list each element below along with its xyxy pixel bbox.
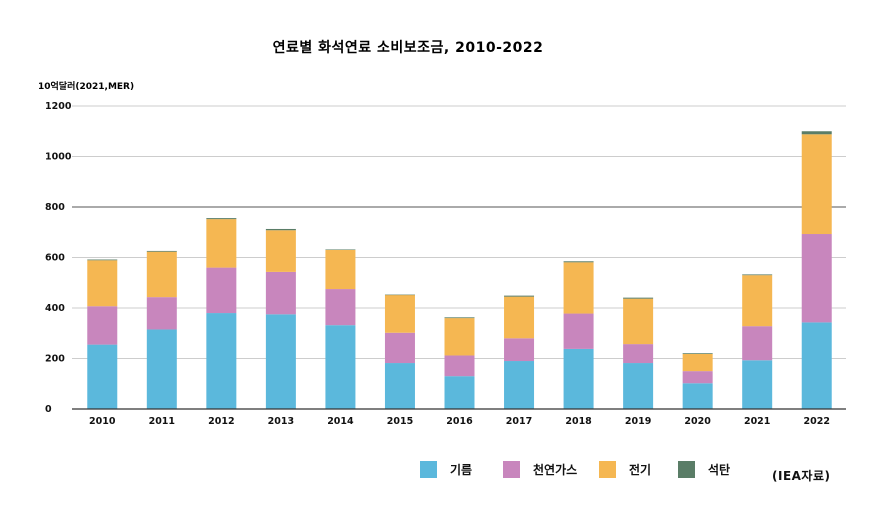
legend-swatch <box>420 461 437 478</box>
bar-segment-2020-3 <box>682 353 713 354</box>
bar-segment-2016-0 <box>444 376 475 409</box>
bar-segment-2020-0 <box>682 383 713 409</box>
bar-segment-2014-3 <box>325 249 356 250</box>
x-axis-ticks: 2010 2011 2012 2013 2014 2015 2016 2017 2018 2019… <box>89 416 830 427</box>
bar-segment-2017-1 <box>504 338 535 362</box>
bar-segment-2013-2 <box>265 230 296 272</box>
x-tick-label: 2022 <box>804 416 830 427</box>
bar-segment-2011-0 <box>146 329 177 409</box>
legend-label: 석탄 <box>708 462 730 477</box>
y-axis-ticks: 0 200 400 600 800 1000 1200 <box>45 101 72 415</box>
bar-segment-2017-2 <box>504 296 535 339</box>
x-tick-label: 2010 <box>89 416 116 427</box>
legend: 기름 천연가스 전기 석탄 <box>420 461 730 478</box>
bar-segment-2013-0 <box>265 314 296 409</box>
y-tick-label: 400 <box>45 303 65 314</box>
y-tick-label: 1000 <box>45 152 72 163</box>
bar-segment-2022-1 <box>801 234 832 323</box>
x-tick-label: 2021 <box>744 416 770 427</box>
bar-segment-2020-1 <box>682 371 713 384</box>
x-tick-label: 2020 <box>684 416 711 427</box>
x-tick-label: 2018 <box>565 416 592 427</box>
legend-label: 전기 <box>629 462 651 477</box>
chart-title: 연료별 화석연료 소비보조금, 2010-2022 <box>273 39 544 56</box>
bar-segment-2016-2 <box>444 318 475 356</box>
bar-segment-2014-1 <box>325 289 356 326</box>
bar-segment-2011-2 <box>146 251 177 298</box>
bar-segment-2011-3 <box>146 250 177 252</box>
source-note: (IEA자료) <box>772 468 831 483</box>
bar-segment-2018-2 <box>563 262 594 314</box>
y-tick-label: 600 <box>45 253 65 264</box>
x-tick-label: 2017 <box>506 416 532 427</box>
bar-segment-2012-1 <box>206 267 237 314</box>
x-tick-label: 2019 <box>625 416 651 427</box>
bar-segment-2021-0 <box>742 360 773 409</box>
legend-swatch <box>678 461 695 478</box>
y-tick-label: 1200 <box>45 101 72 112</box>
bar-segment-2022-0 <box>801 322 832 409</box>
bar-segment-2014-0 <box>325 325 356 409</box>
bar-segment-2018-3 <box>563 261 594 263</box>
bar-segment-2018-0 <box>563 348 594 409</box>
bar-segment-2014-2 <box>325 249 356 290</box>
bar-segment-2019-0 <box>623 363 654 409</box>
bar-segment-2015-1 <box>384 332 415 364</box>
legend-swatch <box>503 461 520 478</box>
bar-segment-2019-2 <box>623 298 654 345</box>
bars <box>87 131 832 409</box>
x-tick-label: 2012 <box>208 416 234 427</box>
bar-segment-2017-0 <box>504 361 535 409</box>
bar-segment-2018-1 <box>563 313 594 349</box>
x-tick-label: 2014 <box>327 416 354 427</box>
legend-label: 천연가스 <box>533 462 577 477</box>
bar-segment-2017-3 <box>504 295 535 297</box>
bar-segment-2013-3 <box>265 228 296 231</box>
y-tick-label: 800 <box>45 202 65 213</box>
bar-segment-2015-0 <box>384 363 415 409</box>
y-tick-label: 200 <box>45 354 65 365</box>
x-tick-label: 2013 <box>268 416 294 427</box>
bar-segment-2016-1 <box>444 355 475 377</box>
x-tick-label: 2015 <box>387 416 413 427</box>
legend-label: 기름 <box>450 462 472 477</box>
bar-segment-2020-2 <box>682 353 713 372</box>
bar-segment-2010-2 <box>87 260 118 307</box>
bar-segment-2016-3 <box>444 317 475 319</box>
bar-segment-2015-2 <box>384 294 415 333</box>
bar-segment-2021-3 <box>742 274 773 276</box>
bar-segment-2013-1 <box>265 271 296 315</box>
y-unit-label: 10억달러(2021,MER) <box>38 80 134 92</box>
bar-segment-2010-3 <box>87 259 118 261</box>
legend-swatch <box>599 461 616 478</box>
bar-segment-2022-2 <box>801 134 832 235</box>
bar-segment-2019-1 <box>623 344 654 364</box>
bar-segment-2011-1 <box>146 297 177 330</box>
bar-segment-2021-1 <box>742 326 773 361</box>
bar-segment-2015-3 <box>384 294 415 296</box>
bar-segment-2010-0 <box>87 344 118 409</box>
bar-segment-2022-3 <box>801 131 832 135</box>
bar-segment-2012-0 <box>206 313 237 409</box>
bar-segment-2010-1 <box>87 306 118 345</box>
bar-segment-2019-3 <box>623 297 654 299</box>
gridlines <box>72 105 846 359</box>
bar-segment-2021-2 <box>742 275 773 327</box>
bar-segment-2012-2 <box>206 219 237 268</box>
bar-segment-2012-3 <box>206 218 237 220</box>
y-tick-label: 0 <box>45 404 52 415</box>
x-tick-label: 2011 <box>149 416 175 427</box>
x-tick-label: 2016 <box>446 416 473 427</box>
